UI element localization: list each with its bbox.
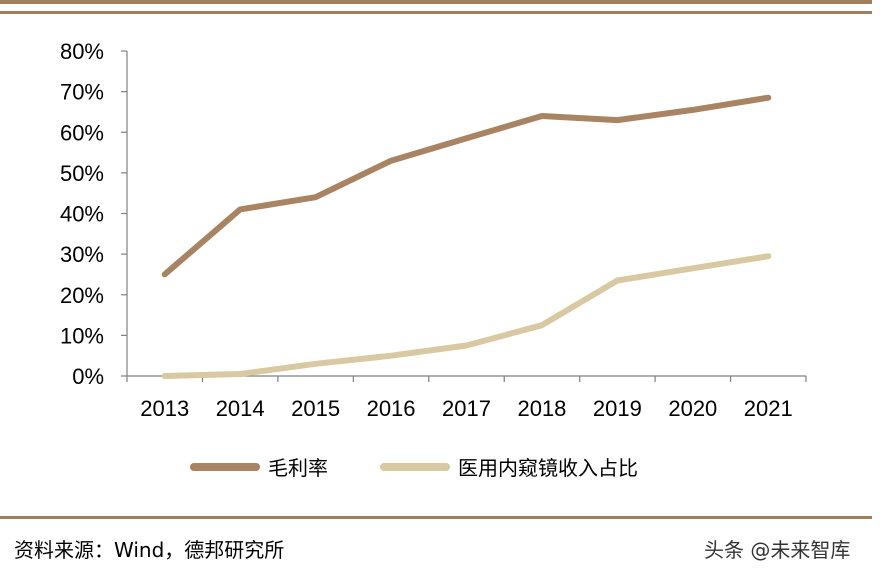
legend-item-endoscope-share: 医用内窥镜收入占比: [380, 452, 638, 481]
y-tick-label: 10%: [60, 323, 104, 348]
watermark: 头条 @未来智库: [704, 538, 851, 562]
x-tick-label: 2016: [367, 396, 416, 421]
x-tick-label: 2013: [140, 396, 189, 421]
legend-label-gross-margin: 毛利率: [268, 456, 328, 480]
chart-legend: 毛利率 医用内窥镜收入占比: [190, 452, 690, 481]
x-tick-label: 2019: [593, 396, 642, 421]
series-line-endoscope-share: [161, 253, 772, 379]
x-tick-label: 2015: [291, 396, 340, 421]
legend-label-endoscope-share: 医用内窥镜收入占比: [458, 456, 638, 480]
series-lines: [161, 94, 772, 379]
y-tick-label: 40%: [60, 202, 104, 227]
x-tick-label: 2014: [216, 396, 265, 421]
legend-swatch-endoscope-share: [380, 462, 450, 471]
y-tick-label: 20%: [60, 283, 104, 308]
y-tick-label: 50%: [60, 161, 104, 186]
source-note: 资料来源：Wind，德邦研究所: [14, 538, 285, 562]
x-tick-label: 2020: [668, 396, 717, 421]
y-tick-label: 60%: [60, 120, 104, 145]
series-line-gross-margin: [161, 94, 772, 278]
top-rule-thick: [0, 0, 872, 4]
legend-swatch-gross-margin: [190, 462, 260, 471]
legend-item-gross-margin: 毛利率: [190, 452, 328, 481]
y-tick-labels: 0% 10% 20% 30% 40% 50% 60% 70% 80%: [60, 39, 104, 389]
line-chart: 0%10%20%30%40%50%60%70%80% 2013 2014 2015 2…: [60, 39, 807, 421]
y-tick-label: 0%: [72, 364, 104, 389]
chart-axes: [121, 50, 807, 382]
top-rule-thin: [0, 11, 872, 14]
y-tick-label: 80%: [60, 39, 104, 64]
bottom-rule: [0, 516, 872, 519]
x-tick-label: 2017: [442, 396, 491, 421]
y-tick-label: 70%: [60, 80, 104, 105]
y-tick-label: 30%: [60, 242, 104, 267]
x-tick-label: 2021: [744, 396, 793, 421]
x-tick-labels: 2013 2014 2015 2016 2017 2018 2019 2020 2021: [140, 396, 793, 421]
x-tick-label: 2018: [517, 396, 566, 421]
